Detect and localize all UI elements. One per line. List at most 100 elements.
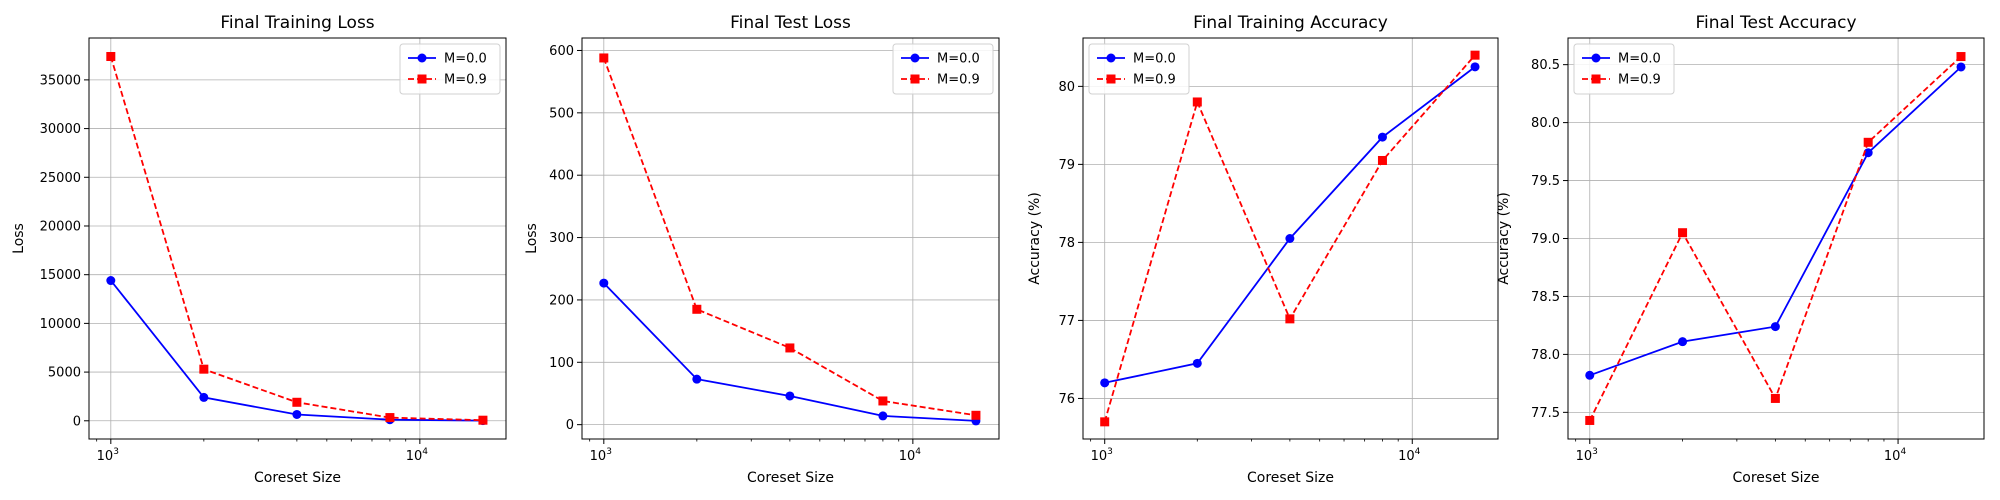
data-point-circle — [1863, 148, 1873, 158]
data-point-square — [1863, 137, 1873, 147]
y-axis-label: Loss — [524, 223, 540, 254]
y-tick-label: 20000 — [40, 219, 81, 234]
data-point-circle — [106, 276, 116, 286]
y-tick-label: 600 — [549, 44, 574, 59]
legend-marker-square — [417, 74, 427, 84]
y-tick-label: 76 — [1058, 392, 1075, 407]
subplot-3: 76 77 78 79 80 103 104 Final Training Accuracy C… — [1027, 13, 1499, 486]
x-tick-label: 103 — [590, 447, 612, 464]
y-tick-label: 100 — [549, 356, 574, 371]
x-tick-label: 104 — [899, 447, 922, 464]
y-axis-label: Accuracy (%) — [1496, 192, 1512, 285]
legend-label: M=0.9 — [1133, 73, 1176, 88]
y-tick-label: 10000 — [40, 317, 81, 332]
data-point-square — [599, 53, 609, 63]
chart-title: Final Test Accuracy — [1695, 13, 1856, 33]
chart-title: Final Training Loss — [220, 13, 374, 33]
subplot-1: 0 5000 10000 15000 20000 25000 30000 35000 103 10… — [11, 13, 507, 486]
data-point-circle — [1192, 358, 1202, 368]
x-tick-label: 104 — [1398, 447, 1421, 464]
x-tick-label: 104 — [1884, 447, 1907, 464]
data-point-square — [692, 304, 702, 314]
x-axis-label: Coreset Size — [254, 470, 341, 486]
data-point-square — [878, 396, 888, 406]
data-point-circle — [1956, 62, 1966, 72]
data-point-circle — [1770, 322, 1780, 332]
y-tick-label: 35000 — [40, 73, 81, 88]
y-axis-label: Loss — [11, 223, 27, 254]
plot-area — [582, 38, 999, 439]
data-point-square — [785, 343, 795, 353]
legend-marker-square — [910, 74, 920, 84]
y-tick-label: 79.5 — [1531, 174, 1560, 189]
data-point-circle — [1100, 378, 1110, 388]
y-tick-label: 80.0 — [1531, 116, 1560, 131]
data-point-square — [385, 413, 395, 423]
y-tick-label: 78.0 — [1531, 348, 1560, 363]
y-tick-label: 79 — [1058, 158, 1075, 173]
legend-marker-circle — [1106, 53, 1116, 63]
y-tick-label: 78 — [1058, 236, 1075, 251]
plot-area — [89, 38, 506, 439]
x-tick-label: 104 — [406, 447, 429, 464]
x-axis-label: Coreset Size — [1733, 470, 1820, 486]
data-point-square — [1377, 155, 1387, 165]
axes-frame — [581, 37, 1000, 440]
data-point-square — [1100, 417, 1110, 427]
data-point-circle — [692, 374, 702, 384]
y-tick-label: 0 — [73, 414, 81, 429]
legend-marker-square — [1106, 74, 1116, 84]
y-tick-label: 400 — [549, 169, 574, 184]
data-point-square — [106, 52, 116, 62]
subplot-4: 77.5 78.0 78.5 79.0 79.5 80.0 80.5 103 104 Final … — [1496, 13, 1985, 486]
x-tick-label: 103 — [1576, 447, 1598, 464]
data-point-square — [1956, 52, 1966, 62]
y-tick-label: 300 — [549, 231, 574, 246]
y-tick-label: 77.5 — [1531, 406, 1560, 421]
y-tick-label: 80 — [1058, 80, 1075, 95]
chart-title: Final Test Loss — [730, 13, 851, 33]
data-point-square — [1285, 314, 1295, 324]
legend-label: M=0.9 — [937, 73, 980, 88]
legend-label: M=0.0 — [1133, 52, 1176, 67]
data-point-square — [292, 397, 302, 407]
data-point-square — [478, 415, 488, 425]
y-tick-label: 5000 — [48, 366, 81, 381]
data-point-circle — [878, 411, 888, 421]
legend-label: M=0.9 — [444, 73, 487, 88]
data-point-square — [1470, 50, 1480, 60]
legend-marker-circle — [417, 53, 427, 63]
subplot-2: 0 100 200 300 400 500 600 103 104 Final Test Loss… — [524, 13, 1000, 486]
y-tick-label: 500 — [549, 106, 574, 121]
x-axis-label: Coreset Size — [1247, 470, 1334, 486]
data-point-circle — [785, 391, 795, 401]
data-point-circle — [599, 278, 609, 288]
axes-frame — [1082, 37, 1499, 440]
y-tick-label: 80.5 — [1531, 58, 1560, 73]
y-tick-label: 79.0 — [1531, 232, 1560, 247]
axes-frame — [1567, 37, 1985, 440]
legend-marker-square — [1591, 74, 1601, 84]
x-tick-label: 103 — [97, 447, 119, 464]
data-point-circle — [1377, 132, 1387, 142]
data-point-square — [199, 364, 209, 374]
data-point-square — [971, 410, 981, 420]
data-point-circle — [1285, 234, 1295, 243]
y-tick-label: 25000 — [40, 171, 81, 186]
axes-frame — [88, 37, 507, 440]
chart-title: Final Training Accuracy — [1193, 13, 1388, 33]
data-point-circle — [1470, 62, 1480, 72]
legend: M=0.0 M=0.9 — [1573, 43, 1675, 95]
legend: M=0.0 M=0.9 — [1088, 43, 1190, 95]
data-point-circle — [1585, 370, 1595, 380]
data-point-square — [1770, 393, 1780, 403]
legend-label: M=0.9 — [1618, 73, 1661, 88]
legend-marker-circle — [910, 53, 920, 63]
y-tick-label: 78.5 — [1531, 290, 1560, 305]
data-point-circle — [292, 409, 302, 419]
y-axis-label: Accuracy (%) — [1027, 192, 1043, 285]
legend-marker-circle — [1591, 53, 1601, 63]
data-point-square — [1585, 415, 1595, 425]
y-tick-label: 0 — [566, 418, 574, 433]
